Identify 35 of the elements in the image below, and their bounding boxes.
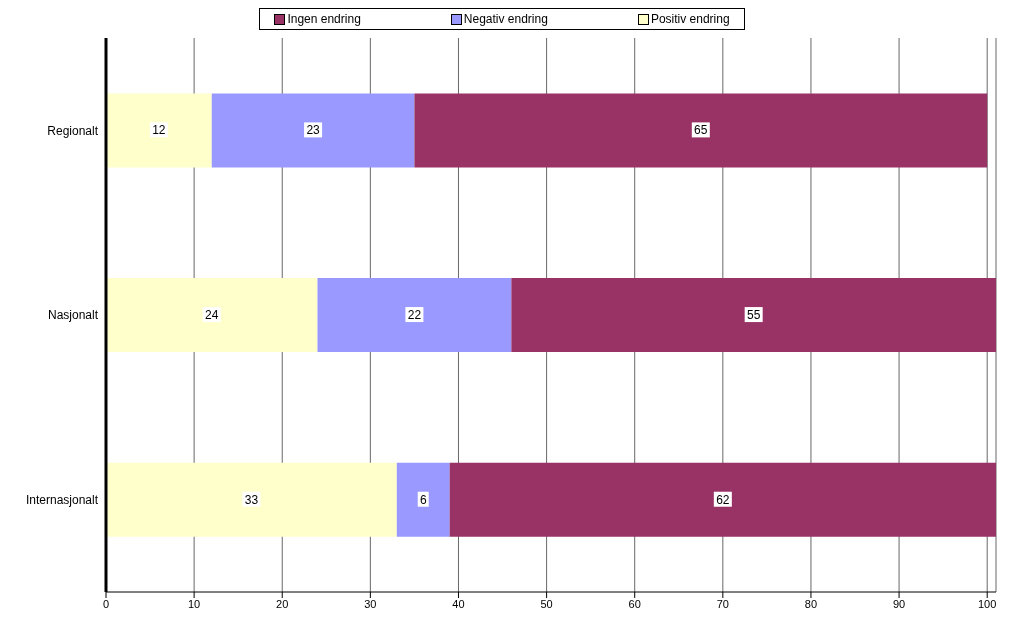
x-tick-label: 70 [716, 597, 729, 610]
y-tick-label: Nasjonalt [47, 308, 99, 323]
bar [414, 93, 988, 168]
bar [106, 278, 318, 353]
data-label: 12 [152, 123, 166, 138]
bar [449, 462, 996, 537]
x-tick-label: 90 [892, 597, 906, 610]
bar [511, 278, 996, 353]
x-tick-label: 40 [452, 597, 465, 610]
data-label: 24 [205, 308, 219, 323]
y-tick-label: Regionalt [47, 123, 99, 138]
x-tick-label: 80 [804, 597, 818, 610]
x-tick-label: 100 [978, 597, 997, 610]
data-label: 23 [306, 123, 321, 138]
x-tick-label: 0 [102, 597, 110, 610]
data-label: 22 [407, 308, 422, 323]
y-tick-label: Internasjonalt [25, 492, 99, 507]
data-label: 62 [716, 492, 730, 507]
legend-label: Ingen endring [286, 12, 361, 26]
data-label: 6 [419, 492, 427, 507]
x-tick-label: 50 [540, 597, 553, 610]
x-tick-label: 60 [628, 597, 641, 610]
bar [211, 93, 415, 168]
bar [396, 462, 450, 537]
x-tick-label: 20 [276, 597, 289, 610]
legend-label: Negativ endring [462, 12, 548, 26]
data-label: 33 [244, 492, 259, 507]
legend-label: Positiv endring [649, 12, 730, 26]
bar [317, 278, 512, 353]
x-tick-label: 10 [187, 597, 201, 610]
x-tick-label: 30 [364, 597, 377, 610]
data-label: 55 [746, 308, 761, 323]
bar [106, 462, 397, 537]
bar [106, 93, 212, 168]
data-label: 65 [694, 123, 708, 138]
